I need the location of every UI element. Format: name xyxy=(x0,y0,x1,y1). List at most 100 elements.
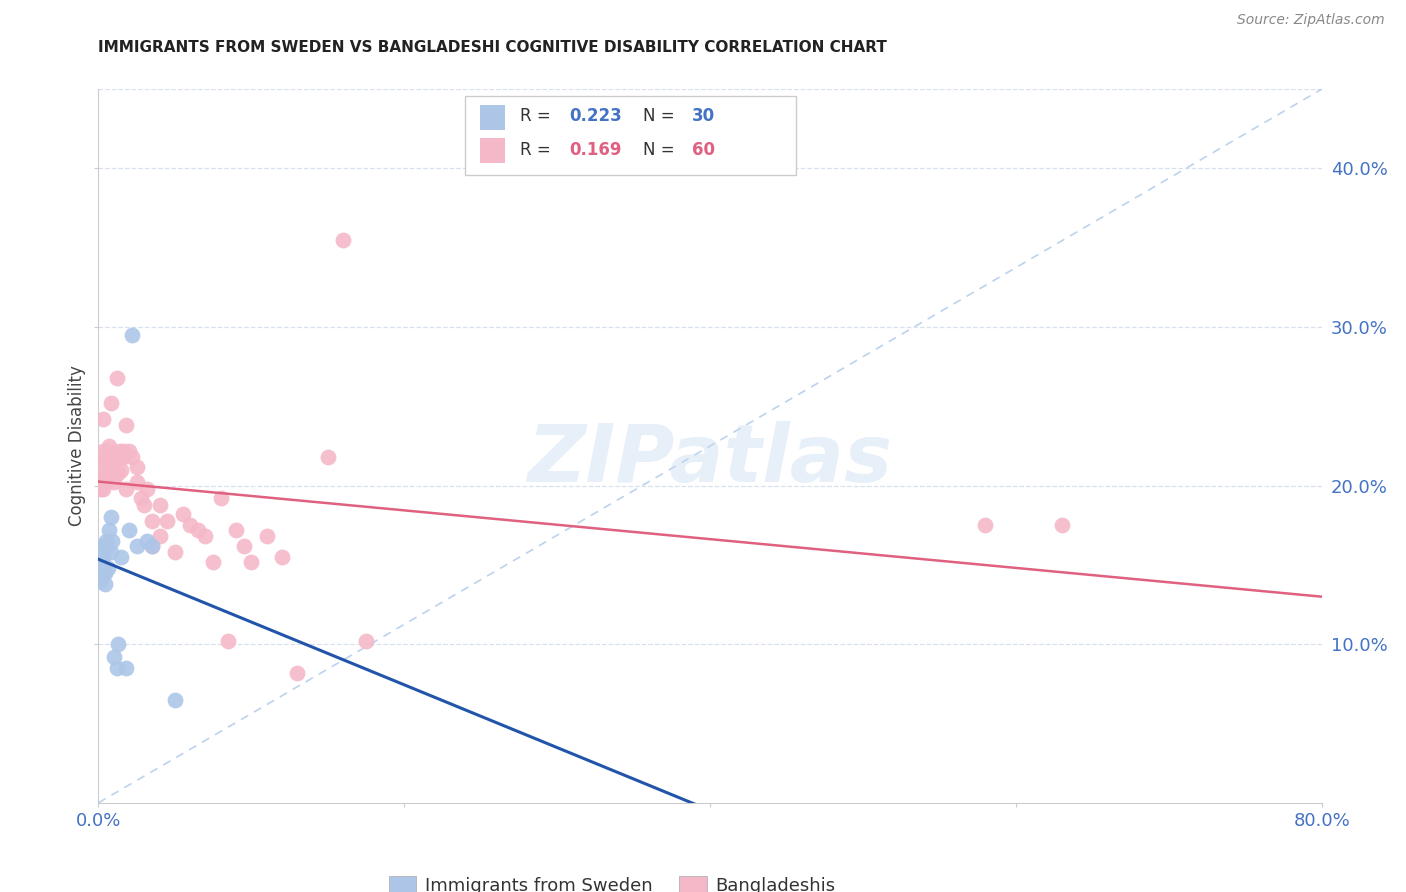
Point xyxy=(89,566,111,580)
Point xyxy=(125,539,148,553)
Point xyxy=(225,523,247,537)
Point xyxy=(141,539,163,553)
Point xyxy=(115,418,138,433)
Text: 0.169: 0.169 xyxy=(569,141,621,159)
Legend: Immigrants from Sweden, Bangladeshis: Immigrants from Sweden, Bangladeshis xyxy=(381,869,844,892)
Point xyxy=(91,412,114,426)
Point xyxy=(100,459,122,474)
Point xyxy=(100,510,122,524)
Point xyxy=(91,561,114,575)
Text: IMMIGRANTS FROM SWEDEN VS BANGLADESHI COGNITIVE DISABILITY CORRELATION CHART: IMMIGRANTS FROM SWEDEN VS BANGLADESHI CO… xyxy=(98,40,887,55)
Point xyxy=(217,634,239,648)
Point xyxy=(100,396,122,410)
Point xyxy=(98,455,121,469)
Point xyxy=(98,523,121,537)
Point xyxy=(104,450,127,464)
Point xyxy=(94,475,117,490)
Y-axis label: Cognitive Disability: Cognitive Disability xyxy=(67,366,86,526)
Point xyxy=(125,459,148,474)
Point xyxy=(202,555,225,569)
Point xyxy=(94,542,117,557)
Point xyxy=(172,507,194,521)
Point xyxy=(232,539,254,553)
Point xyxy=(111,450,134,464)
Text: N =: N = xyxy=(643,141,679,159)
Point xyxy=(91,482,114,496)
Point xyxy=(118,523,141,537)
Point xyxy=(90,561,112,575)
Point xyxy=(187,523,209,537)
Point xyxy=(141,514,163,528)
Point xyxy=(121,450,143,464)
Point xyxy=(90,475,112,490)
FancyBboxPatch shape xyxy=(479,138,505,163)
Text: 30: 30 xyxy=(692,107,714,125)
Point xyxy=(103,475,125,490)
Point xyxy=(136,482,159,496)
Point xyxy=(332,233,354,247)
Text: N =: N = xyxy=(643,107,679,125)
Point xyxy=(285,665,308,680)
Point xyxy=(163,692,186,706)
Point xyxy=(112,443,135,458)
Point xyxy=(90,555,112,569)
Point xyxy=(94,534,117,549)
Point xyxy=(110,549,132,564)
Point xyxy=(118,443,141,458)
Point xyxy=(91,443,114,458)
Point xyxy=(94,450,117,464)
Point xyxy=(149,529,172,543)
Point xyxy=(107,466,129,480)
Point xyxy=(129,491,152,506)
Point xyxy=(91,549,114,564)
Point xyxy=(90,450,112,464)
Point xyxy=(121,328,143,343)
Point xyxy=(93,466,115,480)
Point xyxy=(101,534,124,549)
Point xyxy=(89,574,111,588)
Text: R =: R = xyxy=(520,107,557,125)
FancyBboxPatch shape xyxy=(465,96,796,175)
Point xyxy=(93,577,115,591)
Point xyxy=(89,549,111,564)
Point xyxy=(91,539,114,553)
Point xyxy=(240,555,263,569)
Point xyxy=(101,447,124,461)
Point xyxy=(354,634,377,648)
Point xyxy=(107,637,129,651)
Point xyxy=(125,475,148,490)
Point xyxy=(316,450,339,464)
Text: ZIPatlas: ZIPatlas xyxy=(527,421,893,500)
Point xyxy=(1050,518,1073,533)
FancyBboxPatch shape xyxy=(479,105,505,130)
Point xyxy=(194,529,217,543)
Point xyxy=(97,561,120,575)
Point xyxy=(105,371,128,385)
Point xyxy=(156,514,179,528)
Text: R =: R = xyxy=(520,141,557,159)
Point xyxy=(115,661,138,675)
Point xyxy=(110,463,132,477)
Point xyxy=(141,539,163,553)
Point xyxy=(149,498,172,512)
Point xyxy=(93,450,115,464)
Point xyxy=(97,459,120,474)
Point xyxy=(115,482,138,496)
Point xyxy=(108,443,131,458)
Point xyxy=(209,491,232,506)
Point xyxy=(89,463,111,477)
Point xyxy=(97,443,120,458)
Point xyxy=(105,455,128,469)
Point xyxy=(98,439,121,453)
Text: 60: 60 xyxy=(692,141,714,159)
Point xyxy=(90,545,112,559)
Point xyxy=(93,566,115,580)
Point xyxy=(100,545,122,559)
Point xyxy=(89,482,111,496)
Point xyxy=(974,518,997,533)
Point xyxy=(136,534,159,549)
Point xyxy=(256,529,278,543)
Point xyxy=(134,498,156,512)
Point xyxy=(103,649,125,664)
Point xyxy=(179,518,201,533)
